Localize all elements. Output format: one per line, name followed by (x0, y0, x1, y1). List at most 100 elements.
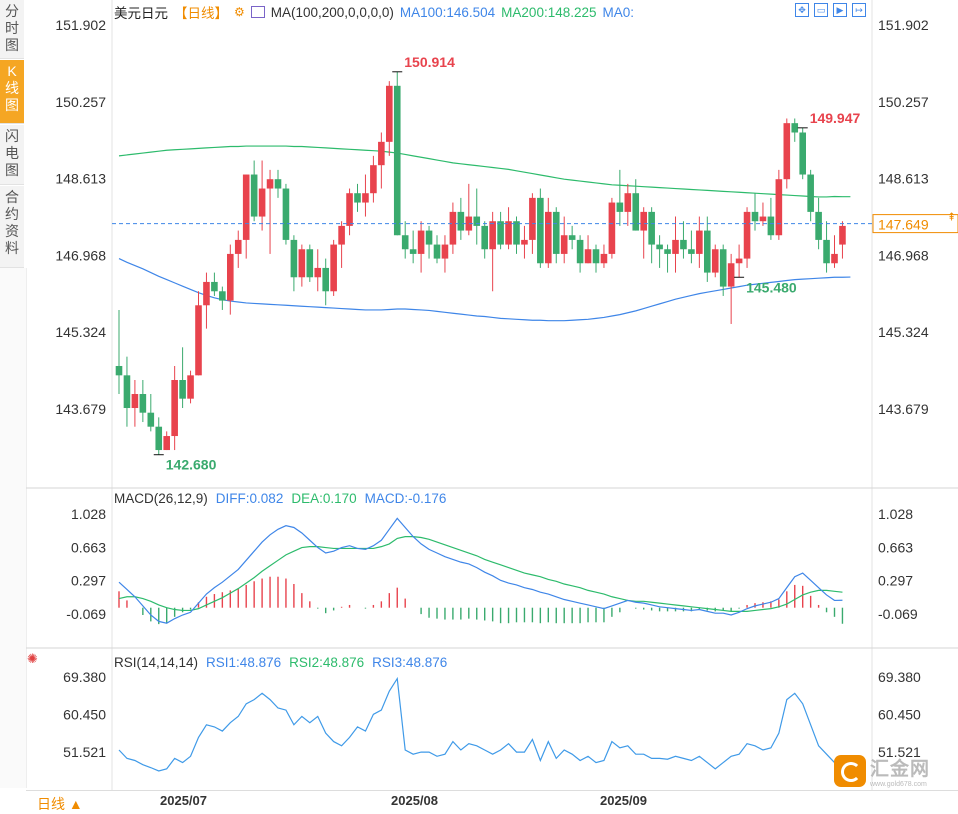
candle-body (147, 412, 155, 427)
candle-body (139, 394, 147, 413)
candle-body (401, 235, 409, 250)
price-tick-right: 146.968 (878, 247, 929, 263)
move-icon[interactable]: ✥ (795, 3, 809, 17)
logo-url: www.gold678.com (870, 781, 927, 788)
period-selector-button[interactable]: 日线 ▲ (37, 796, 83, 812)
candle-body (266, 179, 274, 189)
candle-body (640, 211, 647, 231)
candle-body (441, 244, 449, 259)
candle-body (330, 244, 337, 292)
ma-params[interactable]: MA(100,200,0,0,0,0) (270, 4, 394, 20)
tab-timeshare[interactable]: 分时图 (0, 0, 24, 59)
rsi-params: RSI(14,14,14) (114, 655, 199, 670)
indicator-icon[interactable] (250, 6, 265, 18)
price-tick-right: 145.324 (878, 324, 929, 340)
macd-header: MACD(26,12,9) DIFF:0.082 DEA:0.170 MACD:… (114, 491, 446, 506)
candle-body (449, 211, 457, 245)
candle-body (807, 174, 814, 212)
candle-body (759, 216, 767, 222)
price-tick-right: 150.257 (878, 94, 929, 110)
candle-body (123, 375, 131, 409)
price-tick-left: 146.968 (55, 247, 106, 263)
macd-tick-right: 0.297 (878, 573, 913, 589)
chart-header: 美元日元 【日线】 ⚙ MA(100,200,0,0,0,0) MA100:14… (114, 2, 634, 22)
price-tick-right: 151.902 (878, 17, 929, 33)
zoom-out-icon[interactable]: ▭ (814, 3, 828, 17)
candle-body (767, 216, 775, 236)
candle-body (600, 253, 608, 264)
rsi-line (118, 676, 843, 772)
rsi-tick-left: 69.380 (63, 669, 106, 685)
ma200-line (118, 145, 851, 198)
candle-body (839, 225, 846, 245)
candle-body (624, 193, 632, 212)
settings-gear-icon[interactable]: ⚙ (234, 5, 245, 19)
candle-body (274, 179, 282, 189)
macd-params: MACD(26,12,9) (114, 491, 208, 506)
candle-body (393, 85, 401, 236)
candle-body (433, 244, 441, 259)
candle-body (632, 193, 640, 231)
ma200-value: MA200:148.225 (501, 4, 597, 20)
macd-tick-right: -0.069 (878, 606, 918, 622)
candle-body (704, 230, 711, 273)
candle-body (696, 230, 703, 254)
sidebar-background (0, 268, 27, 788)
candle-body (799, 132, 806, 175)
low-label: 145.480 (746, 279, 797, 295)
logo-icon (834, 755, 866, 787)
macd-tick-left: 1.028 (71, 506, 106, 522)
candle-body (656, 244, 663, 250)
macd-macd-value: MACD:-0.176 (364, 491, 447, 506)
candle-body (131, 394, 139, 409)
ma100-value: MA100:146.504 (399, 4, 496, 20)
macd-tick-left: 0.663 (71, 539, 106, 555)
candle-body (608, 202, 616, 254)
candle-body (179, 380, 186, 399)
candle-body (584, 249, 592, 264)
rsi3-value: RSI3:48.876 (372, 655, 448, 670)
tab-contract-info[interactable]: 合约资料 (0, 186, 24, 268)
candle-body (672, 239, 679, 254)
brand-logo: 汇金网 www.gold678.com (834, 754, 930, 788)
candle-body (378, 141, 385, 166)
candle-body (831, 253, 838, 264)
candle-body (211, 281, 218, 292)
candle-body (576, 239, 584, 264)
tab-flash[interactable]: 闪电图 (0, 125, 24, 185)
candle-body (815, 211, 822, 240)
candle-body (465, 216, 473, 231)
play-icon[interactable]: ▶ (833, 3, 847, 17)
rsi-tick-left: 51.521 (63, 744, 106, 760)
candle-body (195, 305, 202, 376)
rsi-settings-icon[interactable]: ✺ (27, 651, 38, 666)
rsi-tick-right: 60.450 (878, 707, 921, 723)
candle-body (425, 230, 433, 245)
candle-body (680, 239, 687, 250)
period-label[interactable]: 【日线】 (174, 6, 228, 21)
diff-line (118, 517, 843, 624)
candle-body (322, 267, 329, 292)
candle-body (290, 239, 298, 278)
current-price-box (872, 214, 958, 234)
candle-body (282, 188, 290, 240)
macd-dea-value: DEA:0.170 (291, 491, 357, 506)
candle-body (783, 123, 791, 180)
candle-body (362, 193, 369, 203)
candle-body (338, 225, 345, 245)
rsi1-value: RSI1:48.876 (206, 655, 282, 670)
candle-body (497, 221, 504, 245)
candle-body (481, 225, 488, 250)
candle-body (219, 291, 226, 301)
price-tick-left: 151.902 (55, 17, 106, 33)
date-label-jul: 2025/07 (160, 793, 207, 808)
forward-icon[interactable]: ↦ (852, 3, 866, 17)
candle-body (417, 230, 425, 254)
date-label-aug: 2025/08 (391, 793, 438, 808)
candle-body (242, 174, 250, 240)
chart-toolbar: ✥ ▭ ▶ ↦ (795, 3, 866, 17)
symbol-title: 美元日元 (114, 6, 168, 21)
